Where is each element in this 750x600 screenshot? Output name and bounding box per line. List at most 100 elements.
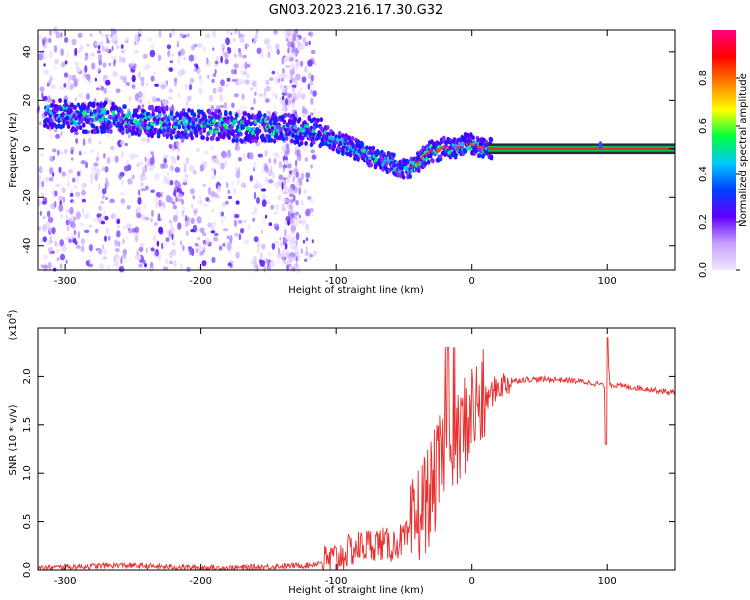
noise-speckle bbox=[277, 247, 281, 255]
noise-speckle bbox=[38, 199, 41, 207]
ridge-halo bbox=[167, 122, 172, 127]
noise-speckle bbox=[238, 50, 242, 58]
noise-speckle bbox=[98, 248, 103, 255]
noise-speckle bbox=[221, 42, 225, 49]
noise-speckle bbox=[42, 216, 46, 220]
snr-y-tick-label: 2.0 bbox=[22, 368, 33, 384]
ridge-halo bbox=[295, 139, 300, 145]
noise-speckle bbox=[212, 192, 218, 198]
ridge-halo bbox=[360, 142, 365, 147]
noise-speckle bbox=[184, 220, 188, 228]
noise-speckle bbox=[217, 185, 221, 193]
ridge-core bbox=[339, 137, 344, 142]
noise-speckle bbox=[59, 199, 62, 206]
noise-speckle bbox=[233, 219, 238, 227]
noise-speckle bbox=[222, 49, 225, 56]
noise-speckle bbox=[138, 263, 143, 268]
noise-speckle bbox=[137, 197, 142, 205]
noise-speckle bbox=[148, 166, 152, 172]
ridge-halo bbox=[299, 140, 304, 146]
noise-speckle bbox=[234, 28, 238, 35]
noise-speckle bbox=[131, 174, 135, 179]
ridge-halo bbox=[187, 108, 191, 113]
ridge-halo bbox=[161, 117, 165, 122]
noise-speckle bbox=[191, 248, 195, 257]
noise-speckle bbox=[73, 184, 78, 190]
noise-speckle bbox=[115, 88, 121, 94]
noise-speckle bbox=[74, 131, 79, 135]
noise-speckle bbox=[225, 37, 231, 46]
ridge-halo bbox=[408, 174, 413, 179]
noise-speckle bbox=[271, 70, 276, 75]
colorbar-tick-label: 0.6 bbox=[698, 118, 709, 134]
noise-speckle bbox=[104, 166, 109, 173]
noise-speckle bbox=[160, 163, 166, 170]
noise-speckle bbox=[84, 150, 87, 154]
noise-speckle bbox=[120, 198, 126, 204]
ridge-halo bbox=[231, 138, 236, 143]
noise-speckle bbox=[284, 242, 288, 250]
ridge-halo bbox=[293, 116, 298, 122]
noise-speckle bbox=[253, 97, 256, 105]
ridge-halo bbox=[66, 124, 71, 129]
spectrogram-x-tick-label: 0 bbox=[469, 276, 475, 287]
ridge-halo bbox=[406, 159, 410, 165]
noise-speckle bbox=[250, 106, 254, 111]
spectrogram-x-label: Height of straight line (km) bbox=[288, 285, 424, 296]
noise-speckle bbox=[60, 131, 63, 136]
noise-speckle bbox=[42, 265, 48, 269]
noise-speckle bbox=[140, 76, 145, 82]
noise-speckle bbox=[283, 89, 288, 95]
noise-speckle bbox=[46, 242, 51, 246]
noise-speckle bbox=[113, 260, 120, 267]
noise-speckle bbox=[150, 75, 155, 82]
noise-speckle bbox=[99, 263, 105, 270]
ridge-core bbox=[211, 118, 216, 124]
ridge-halo bbox=[326, 125, 330, 130]
noise-speckle bbox=[294, 211, 300, 216]
noise-speckle bbox=[191, 203, 194, 208]
noise-speckle bbox=[244, 105, 247, 113]
noise-speckle bbox=[39, 86, 45, 92]
noise-speckle bbox=[292, 176, 296, 183]
ridge-halo bbox=[216, 136, 221, 142]
ridge-core bbox=[293, 124, 298, 130]
noise-speckle bbox=[177, 193, 183, 198]
ridge-halo bbox=[269, 137, 274, 143]
ridge-halo bbox=[249, 121, 253, 127]
ridge-halo bbox=[384, 161, 389, 167]
noise-speckle bbox=[311, 74, 314, 82]
ridge-halo bbox=[239, 131, 243, 137]
noise-speckle bbox=[95, 87, 100, 91]
noise-speckle bbox=[165, 194, 172, 203]
ridge-halo bbox=[96, 129, 100, 134]
noise-speckle bbox=[295, 256, 298, 262]
ridge-halo bbox=[297, 117, 302, 122]
noise-speckle bbox=[114, 155, 119, 163]
noise-speckle bbox=[281, 202, 286, 209]
noise-speckle bbox=[175, 39, 181, 46]
noise-speckle bbox=[199, 164, 205, 172]
noise-speckle bbox=[256, 241, 261, 250]
noise-speckle bbox=[301, 76, 307, 83]
noise-speckle bbox=[144, 64, 148, 72]
noise-speckle bbox=[285, 74, 290, 79]
noise-speckle bbox=[196, 216, 202, 224]
noise-speckle bbox=[177, 222, 182, 230]
noise-speckle bbox=[308, 40, 311, 46]
noise-speckle bbox=[260, 51, 264, 59]
noise-speckle bbox=[289, 68, 295, 76]
ridge-core bbox=[224, 125, 229, 130]
noise-speckle bbox=[300, 60, 303, 68]
noise-speckle bbox=[276, 253, 283, 259]
noise-speckle bbox=[101, 45, 105, 52]
ridge-halo bbox=[463, 148, 468, 154]
noise-speckle bbox=[180, 263, 183, 270]
noise-speckle bbox=[307, 230, 310, 234]
noise-speckle bbox=[234, 68, 237, 75]
ridge-peak bbox=[440, 146, 444, 151]
ridge-halo bbox=[172, 129, 176, 135]
noise-speckle bbox=[120, 44, 124, 49]
noise-speckle bbox=[134, 254, 139, 260]
ridge-core bbox=[98, 118, 103, 123]
